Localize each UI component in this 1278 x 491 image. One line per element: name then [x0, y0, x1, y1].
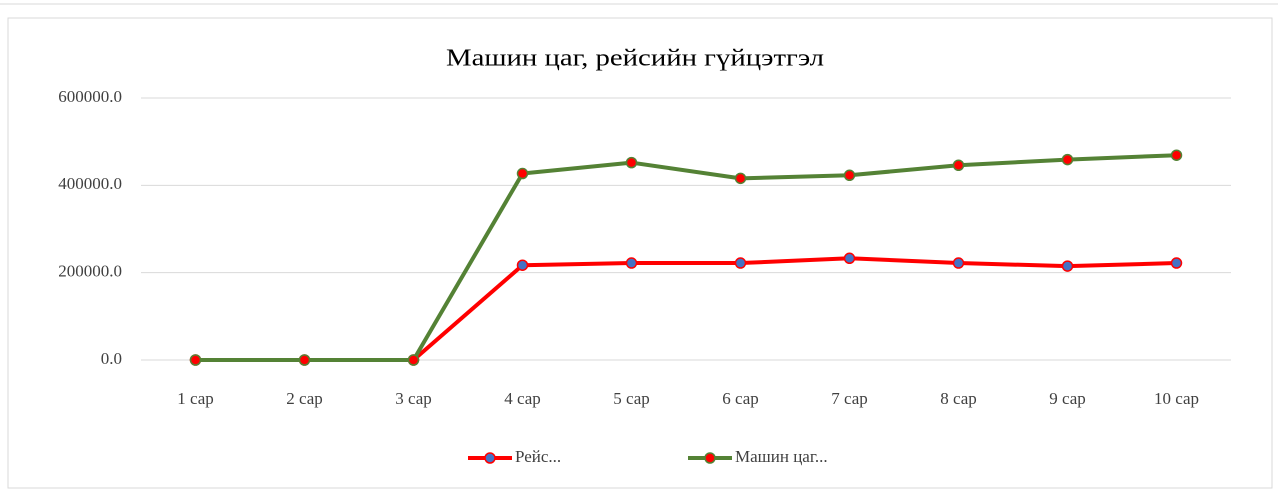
legend-label: Машин цаг...: [735, 447, 828, 466]
x-tick-label: 8 сар: [940, 389, 977, 408]
point: [952, 159, 965, 171]
x-tick-label: 10 сар: [1154, 389, 1199, 408]
x-tick-label: 9 сар: [1049, 389, 1086, 408]
x-tick-label: 3 сар: [395, 389, 432, 408]
legend-marker: [484, 452, 496, 464]
legend-label: Рейс...: [515, 447, 561, 466]
legend-marker: [704, 452, 716, 464]
point: [516, 167, 529, 180]
y-tick-label: 0.0: [101, 349, 122, 368]
point: [516, 259, 529, 271]
x-tick-label: 7 сар: [831, 389, 868, 408]
point: [298, 354, 311, 366]
point: [843, 169, 856, 182]
series-line: [195, 153, 1177, 362]
point: [1061, 153, 1074, 166]
x-tick-label: 1 сар: [177, 389, 214, 408]
x-tick-label: 4 сар: [504, 389, 541, 408]
y-tick-label: 600000.0: [58, 87, 122, 106]
point: [189, 354, 202, 366]
point: [952, 257, 965, 269]
chart-border: [7, 17, 1273, 489]
point: [734, 257, 747, 269]
x-tick-label: 5 сар: [613, 389, 650, 408]
point: [1061, 260, 1074, 272]
point: [625, 156, 638, 169]
point: [843, 252, 856, 265]
y-tick-label: 400000.0: [58, 174, 122, 193]
point: [1170, 149, 1183, 161]
point: [1170, 257, 1183, 269]
y-tick-label: 200000.0: [58, 262, 122, 281]
x-tick-label: 6 сар: [722, 389, 759, 408]
x-tick-label: 2 сар: [286, 389, 323, 408]
point: [407, 354, 420, 366]
chart-title: Машин цаг, рейсийн гүйцэтгэл: [446, 46, 824, 72]
point: [625, 257, 638, 269]
point: [734, 172, 747, 185]
